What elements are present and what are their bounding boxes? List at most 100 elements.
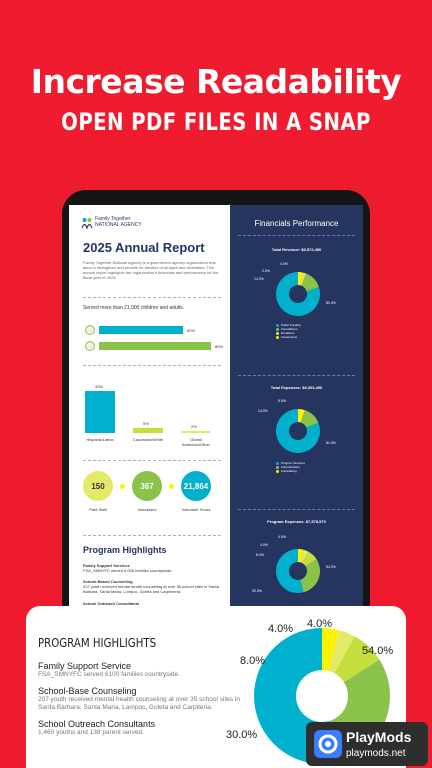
divider (83, 535, 221, 536)
expenses-title: Total Expenses: $9,303,496 (270, 385, 323, 390)
donut-pct-label: 30.0% (226, 729, 258, 741)
donut-slice (276, 549, 304, 593)
donut-slice (298, 409, 305, 423)
highlight-text: 207 youth received mental health counsel… (83, 584, 219, 594)
revenue-title: Total Revenue: $9,572,490 (271, 247, 322, 252)
donut-slice (298, 272, 304, 286)
stat-circle: 367 (132, 471, 162, 501)
revenue-legend: Public Funding Foundations Donations Inv… (276, 323, 301, 339)
female-label: Female (102, 351, 116, 356)
program-pct: 8.0% (256, 553, 264, 557)
pdf-page[interactable]: Family Together NATIONAL AGENCY 2025 Ann… (69, 205, 363, 625)
org-sub-text: NATIONAL AGENCY (95, 222, 142, 228)
legend-item: Investments (276, 335, 301, 339)
male-label: Male (102, 335, 111, 340)
highlight-title: School Outreach Consultants (83, 601, 140, 606)
donut-slice (300, 559, 320, 593)
donut-slice (300, 272, 307, 286)
card-item: School-Base Counseling 207 youth receive… (38, 686, 248, 712)
stats-row: 150 Paid Staff 367 Volunteers 21,864 Voluntee… (69, 465, 230, 525)
card-item: Family Support Service FSA_SMNYFC served… (38, 661, 248, 679)
expenses-legend: Program Services Administration Fundrais… (276, 461, 305, 473)
legend-item: Fundraising (276, 469, 305, 473)
revenue-pct: 80.0% (326, 301, 336, 305)
org-name-text: Family Together (95, 216, 131, 222)
female-pct: 80% (215, 344, 224, 349)
legend-label: Foundations (281, 327, 298, 331)
ethnicity-pct: 5% (143, 421, 149, 427)
program-pct: 4.0% (278, 535, 286, 539)
expenses-donut (276, 409, 320, 453)
expenses-pct: 5.0% (278, 399, 286, 403)
playmods-badge[interactable]: PlayMods playmods.net (306, 722, 428, 766)
card-item-text: 207 youth received mental health counsel… (38, 696, 240, 711)
legend-item: Program Services (276, 461, 305, 465)
program-expenses-title: Program Expenses: $7,578,570 (267, 519, 326, 524)
divider (83, 297, 221, 298)
ethnicity-pct: 2% (191, 424, 197, 429)
card-title: PROGRAM HIGHLIGHTS (38, 636, 157, 650)
divider (238, 509, 355, 510)
phone-frame: Family Together NATIONAL AGENCY 2025 Ann… (62, 190, 370, 750)
program-expenses-donut (276, 549, 320, 593)
highlight-title: School-Based Counseling (83, 579, 133, 584)
highlight-item: School-Based Counseling 207 youth receive… (83, 579, 223, 594)
donut-slice (328, 630, 355, 674)
stat-label: Volunteer Hours (181, 507, 211, 512)
divider (238, 375, 355, 376)
divider (83, 460, 221, 461)
card-item-text: FSA_SMNYFC served 6100 families countrys… (38, 671, 180, 678)
card-item-title: Family Support Service (38, 661, 132, 671)
legend-item: Donations (276, 331, 301, 335)
donut-slice (322, 628, 339, 671)
male-pct: 60% (187, 328, 196, 333)
legend-label: Investments (281, 335, 298, 339)
female-icon (85, 341, 95, 351)
divider (83, 365, 221, 366)
legend-label: Administration (281, 465, 301, 469)
separator-dot (169, 484, 174, 489)
expenses-pct: 14.0% (258, 409, 268, 413)
donut-slice (298, 549, 304, 563)
program-highlights-title: Program Highlights (83, 545, 167, 555)
badge-subtitle: playmods.net (346, 748, 406, 759)
subline: OPEN PDF FILES IN A SNAP (61, 108, 371, 136)
ethnicity-label: Caucasian/White (132, 437, 164, 442)
ethnicity-label: Global American/Other (181, 437, 210, 447)
separator-dot (120, 484, 125, 489)
ethnicity-bar (133, 428, 163, 433)
ethnicity-label: Hispanic/Latino (86, 437, 114, 442)
ethnicity-pct: 43% (95, 384, 104, 389)
legend-item: Administration (276, 465, 305, 469)
program-pct: 30.0% (252, 589, 262, 593)
donut-slice (276, 272, 320, 316)
stat-label: Volunteers (137, 507, 157, 512)
expenses-pct: 81.0% (326, 441, 336, 445)
badge-title: PlayMods (346, 729, 412, 745)
program-pct: 54.0% (326, 565, 336, 569)
donut-pct-label: 8.0% (240, 655, 266, 667)
male-bar: Male (99, 326, 183, 340)
stat-circle: 21,864 (181, 471, 211, 501)
org-logo-icon (81, 218, 93, 229)
female-bar: Female (99, 342, 211, 356)
financials-title: Financials Performance (254, 219, 339, 228)
org-name: Family Together NATIONAL AGENCY (95, 216, 142, 228)
highlight-item: Family Support Services FSA_SMNYFC served… (83, 563, 223, 573)
highlight-title: Family Support Services (83, 563, 130, 568)
donut-slice (301, 273, 319, 292)
ethnicity-bar-chart: 43% Hispanic/Latino 5% Caucasian/White 2% Glo… (83, 375, 223, 447)
donut-slice (302, 551, 317, 567)
donut-slice (334, 636, 380, 683)
donut-pct-label: 54.0% (362, 645, 394, 657)
donut-pct-label: 4.0% (268, 623, 294, 635)
card-item-text: 1,460 youths and 138 parent served. (38, 729, 144, 736)
ethnicity-bar (181, 431, 211, 433)
divider (238, 235, 355, 236)
report-intro: Family Together National Agency is a gov… (83, 260, 219, 280)
card-item-title: School-Base Counseling (38, 686, 137, 696)
donut-slice (276, 409, 320, 453)
headline: Increase Readability (30, 62, 402, 101)
male-icon (85, 325, 95, 335)
financials-column: Financials Performance Total Revenue: $9… (230, 205, 363, 625)
